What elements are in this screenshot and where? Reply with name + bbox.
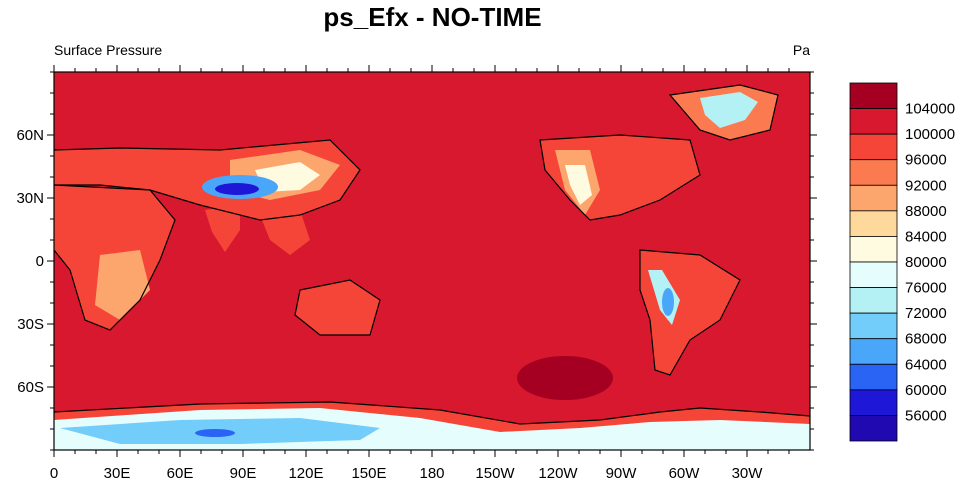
colorbar-label: 68000 — [905, 331, 947, 348]
colorbar-label: 104000 — [905, 101, 955, 118]
southeast-asia — [260, 210, 310, 255]
pacific-high-region — [517, 356, 613, 400]
greenland-ice-sheet — [700, 92, 758, 128]
x-tick-label: 60E — [167, 465, 194, 482]
x-tick-label: 0 — [50, 465, 58, 482]
colorbar-label: 80000 — [905, 254, 947, 271]
coastlines — [53, 84, 811, 425]
colorbar-label: 72000 — [905, 305, 947, 322]
x-tick-label: 180 — [419, 465, 444, 482]
colorbar-box — [849, 210, 898, 237]
colorbar-label: 92000 — [905, 177, 947, 194]
y-tick-label: 0 — [36, 253, 44, 270]
antarctica-dome — [195, 429, 235, 437]
colorbar-box — [849, 389, 898, 416]
colorbar-label: 88000 — [905, 203, 947, 220]
altiplano — [662, 288, 674, 316]
colorbar-box — [849, 261, 898, 288]
map-title: ps_Efx - NO-TIME — [323, 2, 542, 32]
colorbar-box — [849, 236, 898, 263]
colorbar-box — [849, 415, 898, 442]
colorbar: 104000 100000 96000 92000 88000 84000 80000 760… — [849, 82, 955, 442]
latitude-axis: 60N 30N 0 30S 60S — [16, 71, 817, 451]
colorbar-box — [849, 133, 898, 161]
colorbar-label: 60000 — [905, 382, 947, 399]
tibetan-plateau-core — [215, 183, 259, 195]
x-tick-label: 120W — [538, 465, 578, 482]
x-tick-label: 90W — [606, 465, 638, 482]
colorbar-box — [849, 82, 898, 109]
colorbar-box — [849, 287, 898, 314]
colorbar-box — [849, 108, 898, 135]
colorbar-label: 96000 — [905, 152, 947, 169]
x-tick-label: 150W — [475, 465, 515, 482]
map-field — [54, 72, 810, 450]
australia — [295, 280, 380, 335]
colorbar-box — [849, 338, 898, 365]
y-tick-label: 30S — [17, 316, 44, 333]
colorbar-box — [849, 159, 898, 186]
longitude-axis: 0 30E 60E 90E 120E 150E 180 150W 120W 90W 60W 30W — [50, 65, 790, 482]
northern-high-latitudes — [54, 80, 810, 150]
colorbar-label: 76000 — [905, 280, 947, 297]
y-tick-label: 60S — [17, 379, 44, 396]
colorbar-label: 84000 — [905, 228, 947, 245]
india — [205, 205, 240, 252]
y-tick-label: 30N — [16, 190, 44, 207]
x-tick-label: 30W — [732, 465, 764, 482]
x-tick-label: 90E — [230, 465, 257, 482]
colorbar-box — [849, 312, 898, 340]
colorbar-box — [849, 363, 898, 391]
x-tick-label: 60W — [669, 465, 701, 482]
colorbar-label: 100000 — [905, 126, 955, 143]
southern-africa-plateau — [95, 250, 150, 320]
x-tick-label: 30E — [104, 465, 131, 482]
southern-ocean-band — [54, 345, 810, 407]
rocky-mountains-high — [565, 165, 592, 205]
variable-long-name: Surface Pressure — [54, 42, 163, 58]
colorbar-label: 64000 — [905, 356, 947, 373]
y-tick-label: 60N — [16, 127, 44, 144]
colorbar-box — [849, 184, 898, 212]
x-tick-label: 150E — [351, 465, 386, 482]
x-tick-label: 120E — [288, 465, 323, 482]
colorbar-label: 56000 — [905, 407, 947, 424]
units-label: Pa — [792, 42, 810, 58]
